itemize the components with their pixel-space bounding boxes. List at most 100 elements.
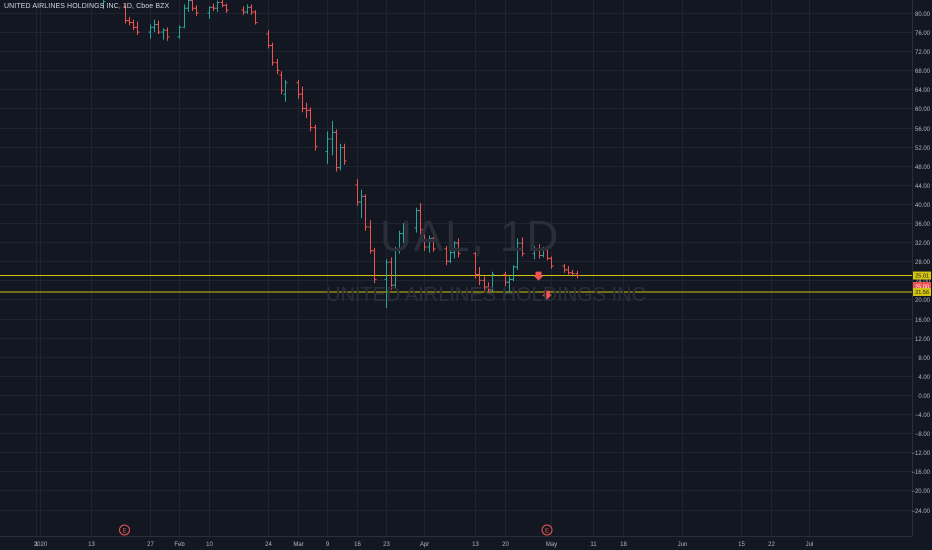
y-tick-label: 48.00 — [915, 165, 931, 171]
ohlc-bar — [283, 79, 288, 102]
ohlc-bar — [503, 271, 508, 287]
x-tick-label: 24 — [265, 542, 272, 548]
down-arrow-marker — [533, 271, 544, 281]
hline-price-label-bg — [913, 287, 931, 296]
ohlc-bar — [241, 6, 246, 15]
ohlc-bar — [135, 21, 140, 35]
y-tick-label: 36.00 — [915, 222, 931, 228]
ohlc-bar — [275, 58, 280, 75]
ohlc-bar — [448, 249, 453, 264]
y-tick-label: 12.00 — [915, 337, 931, 343]
y-tick-label: −24.00 — [911, 509, 930, 515]
x-tick-label: Jun — [678, 542, 688, 548]
ohlc-bar — [211, 3, 216, 12]
ohlc-bar — [313, 124, 318, 151]
ohlc-bar — [245, 4, 250, 14]
ohlc-bar — [194, 5, 199, 16]
x-tick-label: 16 — [354, 542, 361, 548]
ohlc-bar — [101, 0, 106, 10]
earnings-marker: E — [119, 524, 130, 536]
hline-price-label: 21.56 — [913, 287, 931, 296]
x-tick-label: May — [546, 542, 557, 548]
chart-title: UNITED AIRLINES HOLDINGS INC, 1D, Cboe B… — [4, 3, 170, 10]
y-tick-label: −20.00 — [911, 489, 930, 495]
earnings-circle — [541, 524, 553, 536]
ohlc-bar — [177, 25, 182, 39]
down-arrow-marker — [542, 290, 552, 300]
hline-price-label-bg — [913, 271, 931, 280]
x-tick-label: Feb — [174, 542, 185, 548]
y-tick-label: −16.00 — [911, 470, 930, 476]
ohlc-bar — [249, 4, 254, 15]
earnings-marker: E — [541, 524, 553, 536]
ohlc-bar — [490, 271, 495, 292]
ohlc-bar — [304, 102, 309, 119]
ohlc-bar — [300, 86, 305, 113]
watermark-name: UNITED AIRLINES HOLDINGS INC — [326, 284, 647, 306]
y-tick-label: 24.00 — [915, 279, 931, 285]
ohlc-bar — [148, 24, 153, 39]
x-tick-label: 22 — [768, 542, 775, 548]
earnings-circle — [119, 524, 130, 536]
ohlc-bar — [253, 10, 258, 25]
y-tick-label: 16.00 — [915, 318, 931, 324]
y-tick-label: 60.00 — [915, 107, 931, 113]
ohlc-bar — [418, 203, 423, 235]
y-tick-label: −4.00 — [915, 413, 931, 419]
ohlc-bar — [338, 143, 343, 171]
ohlc-bar — [511, 265, 516, 282]
ohlc-bar — [477, 266, 482, 286]
y-tick-label: 4.00 — [918, 375, 930, 381]
x-tick-label: 20 — [502, 542, 509, 548]
ohlc-bar — [401, 223, 406, 244]
ohlc-bar — [266, 30, 271, 49]
ohlc-bar — [444, 245, 449, 266]
x-tick-label: 10 — [206, 542, 213, 548]
y-tick-label: 8.00 — [918, 356, 930, 362]
y-tick-label: 40.00 — [915, 203, 931, 209]
horizontal-lines — [0, 275, 912, 293]
ohlc-bar — [325, 131, 330, 164]
last-price-label-text: 25.00 — [915, 284, 929, 290]
y-tick-label: 44.00 — [915, 184, 931, 190]
ohlc-bar — [431, 232, 436, 252]
y-tick-label: 28.00 — [915, 260, 931, 266]
ohlc-bar — [427, 235, 432, 253]
y-tick-label: 80.00 — [915, 12, 931, 18]
price-axis[interactable]: 80.00 76.00 72.00 68.00 64.00 60.00 56.00 52.00… — [911, 0, 931, 536]
ohlc-bar — [207, 6, 212, 19]
last-price-label-bg — [913, 282, 931, 291]
ohlc-bar — [334, 129, 339, 172]
ohlc-bar — [165, 27, 170, 41]
ohlc-bar — [342, 143, 347, 165]
ohlc-bar — [422, 227, 427, 251]
ohlc-bar — [456, 238, 461, 258]
ohlc-bar — [270, 42, 275, 66]
ohlc-bar — [363, 194, 368, 231]
x-tick-label: 27 — [147, 542, 154, 548]
ohlc-bar — [570, 269, 575, 277]
y-tick-label: 20.00 — [915, 298, 931, 304]
ohlc-bar — [507, 276, 512, 293]
x-tick-label: Jul — [806, 542, 814, 548]
ohlc-bar — [127, 16, 132, 26]
earnings-label: E — [122, 529, 126, 535]
ohlc-bar — [368, 220, 373, 254]
y-tick-label: 68.00 — [915, 69, 931, 75]
ohlc-bar — [486, 282, 491, 294]
ohlc-bar — [537, 244, 542, 259]
ohlc-bar — [372, 247, 377, 284]
y-tick-label: 72.00 — [915, 50, 931, 56]
x-tick-label: 2020 — [34, 542, 48, 548]
ohlc-bar — [562, 264, 567, 273]
ohlc-bar — [384, 259, 389, 309]
chart-grid — [0, 0, 912, 536]
ohlc-bar — [393, 246, 398, 288]
y-tick-label: 32.00 — [915, 241, 931, 247]
ohlc-bar — [359, 189, 364, 219]
x-tick-label: 23 — [383, 542, 390, 548]
y-tick-label: 0.00 — [918, 394, 930, 400]
ohlc-bar — [389, 257, 394, 290]
